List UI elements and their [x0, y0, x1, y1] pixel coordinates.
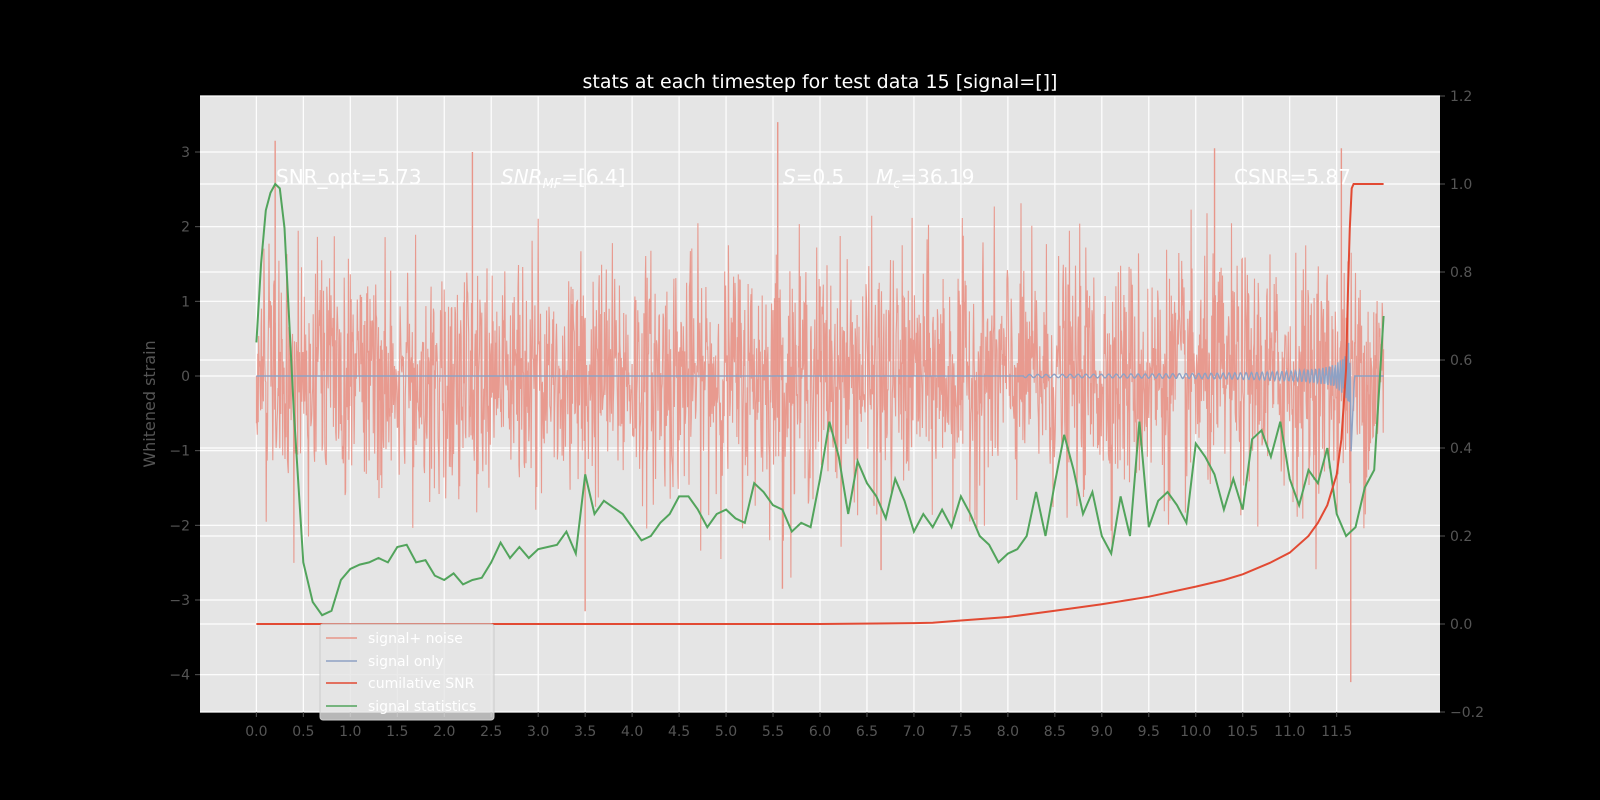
- y2-tick-label: 0.0: [1450, 617, 1472, 633]
- x-tick-label: 1.5: [386, 724, 408, 740]
- x-tick-label: 4.0: [621, 724, 643, 740]
- annotation-snr-mf-sub: MF: [543, 177, 562, 192]
- annotation-s-value: =0.5: [796, 165, 845, 189]
- x-tick-label: 8.5: [1044, 724, 1066, 740]
- x-tick-label: 2.5: [480, 724, 502, 740]
- x-tick-label: 8.0: [997, 724, 1019, 740]
- x-tick-label: 6.5: [856, 724, 878, 740]
- y2-tick-label: 1.0: [1450, 177, 1472, 193]
- annotation-snr-opt: SNR_opt=5.73: [276, 165, 422, 189]
- x-tick-label: 9.5: [1138, 724, 1160, 740]
- annotation-mc-sub: c: [893, 177, 900, 192]
- x-tick-label: 6.0: [809, 724, 831, 740]
- y-tick-label: −1: [169, 444, 190, 460]
- annotation-mc: Mc=36.19: [876, 165, 974, 192]
- x-tick-label: 5.0: [715, 724, 737, 740]
- x-tick-label: 0.5: [292, 724, 314, 740]
- legend-box: [319, 623, 495, 721]
- y2-tick-label: −0.2: [1450, 705, 1484, 721]
- series-signal-statistics: [255, 182, 1385, 617]
- stats-line: [255, 182, 1385, 617]
- y2-tick-label: 0.2: [1450, 529, 1472, 545]
- x-tick-label: 2.0: [433, 724, 455, 740]
- x-tick-label: 4.5: [668, 724, 690, 740]
- y-tick-label: 2: [181, 220, 190, 236]
- annotation-mc-value: =36.19: [900, 165, 974, 189]
- x-tick-label: 3.0: [527, 724, 549, 740]
- y2-tick-label: 0.8: [1450, 265, 1472, 281]
- annotation-s: S=0.5: [783, 165, 844, 189]
- x-tick-label: 5.5: [762, 724, 784, 740]
- x-tick-label: 0.0: [245, 724, 267, 740]
- series-signal-only: [256, 342, 1384, 452]
- x-tick-label: 3.5: [574, 724, 596, 740]
- legend-label-signal-only: signal only: [368, 654, 443, 670]
- x-tick-label: 1.0: [339, 724, 361, 740]
- x-tick-label: 9.0: [1091, 724, 1113, 740]
- y2-tick-label: 0.4: [1450, 441, 1472, 457]
- x-tick-label: 10.5: [1227, 724, 1258, 740]
- x-tick-label: 7.5: [950, 724, 972, 740]
- x-tick-label: 10.0: [1180, 724, 1211, 740]
- y-axis-label: Whitened strain: [140, 340, 159, 467]
- y-tick-label: 3: [181, 145, 190, 161]
- annotation-s-label: S: [783, 165, 796, 189]
- y-tick-label: −4: [169, 668, 190, 684]
- series-cumilative-snr: [256, 183, 1384, 625]
- y-tick-label: −3: [169, 593, 190, 609]
- axis-ticks: 0.0 0.5 1.0 1.5 2.0 2.5 3.0 3.5 4.0 4.5 5.0 5.5 6.0 6…: [169, 89, 1484, 740]
- x-tick-label: 7.0: [903, 724, 925, 740]
- legend-label-signal-plus-noise: signal+ noise: [368, 631, 463, 647]
- y2-tick-label: 0.6: [1450, 353, 1472, 369]
- signal-trace: [256, 342, 1384, 452]
- y-tick-label: −2: [169, 518, 190, 534]
- legend-label-signal-statistics: signal statistics: [368, 699, 476, 715]
- csnr-line: [256, 183, 1384, 625]
- x-tick-label: 11.0: [1274, 724, 1305, 740]
- chart-title: stats at each timestep for test data 15 …: [583, 71, 1058, 93]
- annotation-mc-label: M: [876, 165, 893, 189]
- annotation-snr-mf: SNRMF=[6.4]: [501, 165, 625, 192]
- annotation-snr-mf-value: =[6.4]: [561, 165, 625, 189]
- y-tick-label: 1: [181, 294, 190, 310]
- legend: signal+ noise signal only cumilative SNR…: [319, 623, 495, 721]
- legend-label-cumilative-snr: cumilative SNR: [368, 676, 475, 692]
- y2-tick-label: 1.2: [1450, 89, 1472, 105]
- annotation-csnr: CSNR=5.87: [1234, 165, 1351, 189]
- y-tick-label: 0: [181, 369, 190, 385]
- x-tick-label: 11.5: [1321, 724, 1352, 740]
- annotation-snr-mf-main: SNR: [501, 165, 543, 189]
